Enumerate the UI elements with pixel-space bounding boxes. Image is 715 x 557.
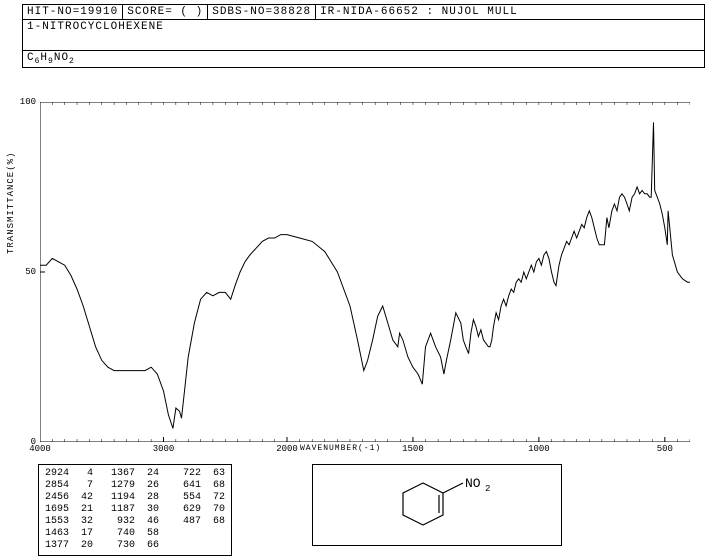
header-row-3: C6H9NO2 bbox=[23, 51, 704, 67]
peak-row: 1194 28 bbox=[111, 492, 159, 504]
score: SCORE= ( ) bbox=[123, 5, 208, 19]
peak-row: 1187 30 bbox=[111, 504, 159, 516]
peak-row: 932 46 bbox=[111, 516, 159, 528]
peak-row: 1279 26 bbox=[111, 480, 159, 492]
peak-row: 740 58 bbox=[111, 528, 159, 540]
header-box: HIT-NO=19910 SCORE= ( ) SDBS-NO=38828 IR… bbox=[22, 4, 705, 68]
peak-row: 641 68 bbox=[177, 480, 225, 492]
peak-row: 554 72 bbox=[177, 492, 225, 504]
structure-svg: NO 2 bbox=[313, 465, 563, 547]
structure-box: NO 2 bbox=[312, 464, 562, 546]
x-axis-label: WAVENUMBER(-1) bbox=[300, 444, 381, 453]
peak-row: 2924 4 bbox=[45, 468, 93, 480]
y-tick-label: 100 bbox=[18, 97, 36, 107]
peak-row: 730 66 bbox=[111, 540, 159, 552]
peak-column: 1367 241279 261194 281187 30 932 46 740 … bbox=[111, 468, 159, 552]
header-row-2: 1-NITROCYCLOHEXENE bbox=[23, 20, 704, 51]
ir-nida: IR-NIDA-66652 : NUJOL MULL bbox=[316, 5, 704, 19]
peak-row: 1463 17 bbox=[45, 528, 93, 540]
formula: C6H9NO2 bbox=[23, 51, 704, 67]
peak-row: 1553 32 bbox=[45, 516, 93, 528]
bottom-panel: 2924 42854 72456 421695 211553 321463 17… bbox=[38, 464, 562, 556]
no2-label: NO bbox=[465, 476, 481, 491]
peak-row: 1377 20 bbox=[45, 540, 93, 552]
x-tick-label: 500 bbox=[645, 444, 685, 454]
peak-row: 2456 42 bbox=[45, 492, 93, 504]
hit-no: HIT-NO=19910 bbox=[23, 5, 123, 19]
peak-row: 487 68 bbox=[177, 516, 225, 528]
x-tick-label: 2000 bbox=[267, 444, 307, 454]
compound-name: 1-NITROCYCLOHEXENE bbox=[23, 20, 704, 50]
sdbs-no: SDBS-NO=38828 bbox=[208, 5, 316, 19]
x-tick-label: 3000 bbox=[144, 444, 184, 454]
header-row-1: HIT-NO=19910 SCORE= ( ) SDBS-NO=38828 IR… bbox=[23, 5, 704, 20]
peak-table: 2924 42854 72456 421695 211553 321463 17… bbox=[38, 464, 232, 556]
peak-row: 1695 21 bbox=[45, 504, 93, 516]
peak-column: 2924 42854 72456 421695 211553 321463 17… bbox=[45, 468, 93, 552]
x-tick-label: 4000 bbox=[20, 444, 60, 454]
no2-sub: 2 bbox=[485, 484, 490, 494]
peak-row: 722 63 bbox=[177, 468, 225, 480]
peak-column: 722 63 641 68 554 72 629 70 487 68 bbox=[177, 468, 225, 552]
x-tick-label: 1000 bbox=[519, 444, 559, 454]
x-tick-label: 1500 bbox=[393, 444, 433, 454]
y-tick-label: 50 bbox=[18, 267, 36, 277]
spectrum-chart bbox=[40, 102, 690, 442]
peak-row: 1367 24 bbox=[111, 468, 159, 480]
peak-row: 629 70 bbox=[177, 504, 225, 516]
y-axis-label: TRANSMITTANCE(%) bbox=[6, 152, 16, 254]
peak-row: 2854 7 bbox=[45, 480, 93, 492]
